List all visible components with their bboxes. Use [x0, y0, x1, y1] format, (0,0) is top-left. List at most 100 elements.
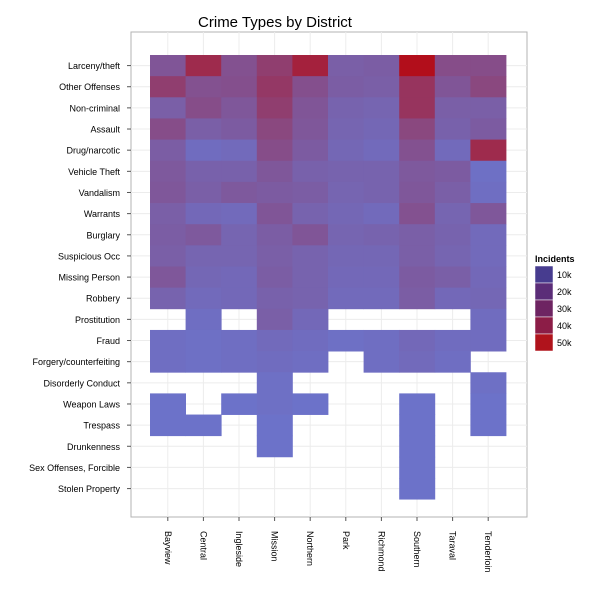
- legend-key: [534, 333, 554, 352]
- heatmap-cell: [256, 435, 293, 458]
- heatmap-cell: [221, 329, 258, 352]
- y-tick-label: Forgery/counterfeiting: [32, 357, 120, 367]
- heatmap-cell: [470, 139, 507, 162]
- heatmap-cell: [292, 308, 329, 331]
- heatmap-cell: [434, 139, 471, 162]
- y-tick-label: Stolen Property: [58, 484, 121, 494]
- heatmap-cell: [363, 351, 400, 373]
- heatmap-cell: [434, 76, 471, 98]
- heatmap-cell: [328, 203, 364, 225]
- heatmap-cell: [363, 139, 400, 162]
- y-tick-label: Other Offenses: [59, 82, 120, 92]
- y-tick-label: Burglary: [86, 230, 120, 240]
- heatmap-cell: [292, 118, 329, 140]
- heatmap-cell: [292, 181, 329, 204]
- heatmap-cell: [399, 97, 436, 119]
- heatmap-cell: [150, 203, 186, 225]
- heatmap-cell: [328, 287, 364, 310]
- heatmap-cell: [292, 266, 329, 289]
- legend-label: 30k: [557, 304, 572, 314]
- legend-label: 10k: [557, 270, 572, 280]
- heatmap-cell: [221, 224, 258, 246]
- y-tick-label: Assault: [90, 125, 120, 135]
- heatmap-cell: [221, 139, 258, 162]
- heatmap-cell: [399, 224, 436, 246]
- heatmap-cell: [470, 308, 507, 331]
- heatmap-cell: [256, 203, 293, 225]
- heatmap-cell: [434, 266, 471, 289]
- heatmap-cell: [221, 160, 258, 183]
- x-tick-label: Taraval: [448, 531, 458, 560]
- heatmap-cell: [292, 203, 329, 225]
- heatmap-cell: [470, 97, 507, 119]
- heatmap-cell: [363, 55, 400, 77]
- y-tick-label: Missing Person: [58, 273, 120, 283]
- heatmap-cell: [399, 266, 436, 289]
- heatmap-cell: [221, 287, 258, 310]
- heatmap-cell: [363, 181, 400, 204]
- heatmap-cell: [399, 55, 436, 77]
- legend-label: 40k: [557, 321, 572, 331]
- heatmap-cell: [470, 55, 507, 77]
- heatmap-cell: [150, 181, 186, 204]
- heatmap-cell: [434, 287, 471, 310]
- heatmap-cell: [185, 139, 222, 162]
- heatmap-cell: [256, 308, 293, 331]
- heatmap-cell: [470, 118, 507, 140]
- heatmap-cell: [399, 414, 436, 437]
- heatmap-cell: [470, 287, 507, 310]
- heatmap-cell: [185, 203, 222, 225]
- heatmap-cell: [150, 287, 186, 310]
- legend-key: [534, 299, 554, 318]
- heatmap-cell: [470, 372, 507, 394]
- chart-title: Crime Types by District: [198, 14, 352, 31]
- heatmap-cell: [185, 351, 222, 373]
- y-tick-label: Vehicle Theft: [68, 167, 120, 177]
- heatmap-cell: [256, 97, 293, 119]
- heatmap-cell: [470, 181, 507, 204]
- heatmap-cell: [363, 287, 400, 310]
- heatmap-cell: [399, 181, 436, 204]
- y-tick-label: Robbery: [86, 294, 121, 304]
- heatmap-cell: [434, 55, 471, 77]
- x-tick-label: Ingleside: [234, 531, 244, 567]
- legend-key: [534, 316, 554, 335]
- heatmap-cell: [256, 372, 293, 394]
- heatmap-cell: [470, 76, 507, 98]
- heatmap-cell: [185, 414, 222, 437]
- y-tick-label: Sex Offenses, Forcible: [29, 463, 120, 473]
- heatmap-cell: [221, 266, 258, 289]
- heatmap-cell: [185, 329, 222, 352]
- heatmap-cell: [150, 393, 186, 415]
- heatmap-cell: [434, 245, 471, 267]
- y-tick-label: Vandalism: [79, 188, 120, 198]
- heatmap-cell: [292, 139, 329, 162]
- heatmap-cell: [292, 329, 329, 352]
- heatmap-cell: [256, 351, 293, 373]
- x-tick-label: Central: [198, 531, 208, 560]
- heatmap-cell: [221, 76, 258, 98]
- heatmap-cell: [256, 160, 293, 183]
- heatmap-cell: [328, 245, 364, 267]
- y-tick-label: Warrants: [84, 209, 121, 219]
- heatmap-cell: [399, 329, 436, 352]
- heatmap-cell: [399, 203, 436, 225]
- heatmap-cell: [328, 266, 364, 289]
- heatmap-cell: [150, 160, 186, 183]
- heatmap-cell: [150, 351, 186, 373]
- heatmap-cell: [150, 55, 186, 77]
- heatmap-cell: [434, 351, 471, 373]
- y-tick-label: Trespass: [83, 421, 120, 431]
- y-tick-label: Larceny/theft: [68, 61, 121, 71]
- heatmap-cell: [470, 160, 507, 183]
- heatmap-cell: [363, 224, 400, 246]
- heatmap-cell: [150, 76, 186, 98]
- y-tick-label: Disorderly Conduct: [43, 378, 120, 388]
- y-tick-label: Fraud: [96, 336, 120, 346]
- heatmap-cell: [470, 329, 507, 352]
- y-tick-label: Non-criminal: [69, 103, 120, 113]
- heatmap-cell: [256, 76, 293, 98]
- heatmap-cell: [363, 160, 400, 183]
- heatmap-cell: [434, 118, 471, 140]
- heatmap-cell: [399, 118, 436, 140]
